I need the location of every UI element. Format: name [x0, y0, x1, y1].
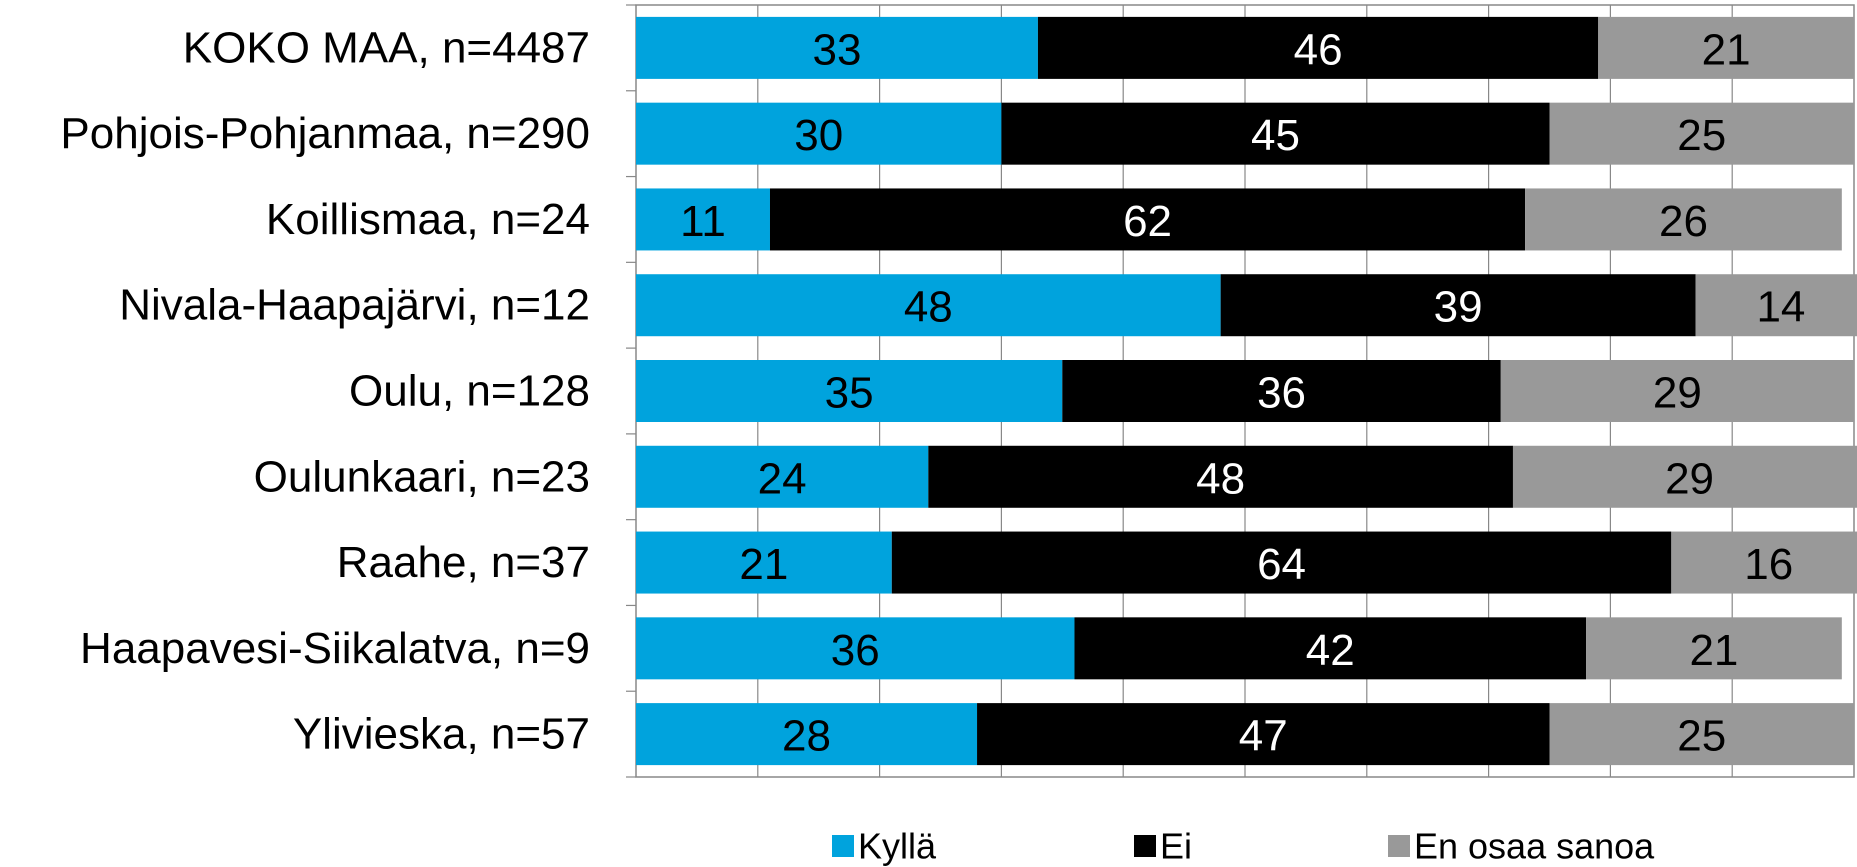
data-label: 25	[1677, 111, 1726, 160]
bar-segment	[1549, 102, 1854, 165]
bar-segment	[1598, 16, 1854, 79]
bar-segment	[1695, 274, 1857, 337]
category-label: Ylivieska, n=57	[293, 710, 590, 759]
category-label: Nivala-Haapajärvi, n=12	[119, 281, 590, 330]
data-labels: 33 46 21 30 45 25 11 62 26 48 39 14 35 36 29 24 48 29 21 64…	[680, 25, 1805, 760]
data-label: 29	[1665, 454, 1714, 503]
bar-segment	[769, 188, 1526, 251]
data-label: 28	[782, 712, 831, 761]
bar-segment	[636, 274, 1221, 337]
data-label: 24	[758, 454, 807, 503]
bar-segment	[977, 703, 1550, 766]
category-label: KOKO MAA, n=4487	[183, 23, 590, 72]
bar-segment	[1001, 102, 1550, 165]
legend-swatch	[1388, 835, 1410, 857]
data-label: 45	[1251, 111, 1300, 160]
bar-segment	[891, 531, 1672, 594]
legend-label: En osaa sanoa	[1414, 826, 1655, 867]
data-label: 21	[1702, 25, 1751, 74]
bar-segment	[636, 617, 1075, 680]
legend-swatch	[1134, 835, 1156, 857]
data-label: 30	[794, 111, 843, 160]
category-label: Pohjois-Pohjanmaa, n=290	[60, 109, 590, 158]
data-label: 25	[1677, 712, 1726, 761]
data-label: 46	[1294, 25, 1343, 74]
data-label: 42	[1306, 626, 1355, 675]
axis-ticks	[626, 4, 636, 778]
bar-segment	[928, 445, 1513, 508]
data-label: 39	[1434, 283, 1483, 332]
data-label: 36	[1257, 369, 1306, 418]
legend-label: Ei	[1160, 826, 1192, 867]
legend: Kyllä Ei En osaa sanoa	[832, 826, 1655, 867]
data-label: 21	[739, 540, 788, 589]
category-label: Koillismaa, n=24	[266, 195, 590, 244]
bar-segment	[636, 445, 929, 508]
data-label: 16	[1744, 540, 1793, 589]
data-label: 14	[1756, 283, 1805, 332]
bar-segment	[636, 703, 978, 766]
bars	[636, 16, 1857, 766]
category-label: Haapavesi-Siikalatva, n=9	[80, 624, 590, 673]
category-label: Oulunkaari, n=23	[254, 452, 590, 501]
bar-segment	[636, 188, 770, 251]
bar-segment	[1062, 360, 1501, 422]
data-label: 48	[1196, 454, 1245, 503]
data-label: 33	[812, 25, 861, 74]
bar-segment	[1671, 531, 1857, 594]
data-label: 62	[1123, 197, 1172, 246]
category-labels: KOKO MAA, n=4487 Pohjois-Pohjanmaa, n=290…	[60, 23, 590, 758]
data-label: 21	[1689, 626, 1738, 675]
legend-swatch	[832, 835, 854, 857]
data-label: 11	[680, 197, 726, 246]
bar-segment	[1037, 16, 1599, 79]
category-label: Raahe, n=37	[337, 538, 590, 587]
bar-segment	[1525, 188, 1842, 251]
data-label: 26	[1659, 197, 1708, 246]
data-label: 48	[904, 283, 953, 332]
data-label: 36	[831, 626, 880, 675]
legend-label: Kyllä	[858, 826, 937, 867]
bar-segment	[636, 360, 1063, 422]
data-label: 47	[1239, 712, 1288, 761]
bar-segment	[1549, 703, 1854, 766]
bar-segment	[1220, 274, 1696, 337]
bar-segment	[636, 16, 1038, 79]
bar-segment	[636, 531, 892, 594]
bar-segment	[636, 102, 1002, 165]
data-label: 35	[825, 369, 874, 418]
bar-segment	[1586, 617, 1842, 680]
bar-segment	[1512, 445, 1857, 508]
data-label: 29	[1653, 369, 1702, 418]
category-label: Oulu, n=128	[349, 367, 590, 416]
data-label: 64	[1257, 540, 1306, 589]
bar-segment	[1074, 617, 1587, 680]
bar-segment	[1500, 360, 1854, 422]
